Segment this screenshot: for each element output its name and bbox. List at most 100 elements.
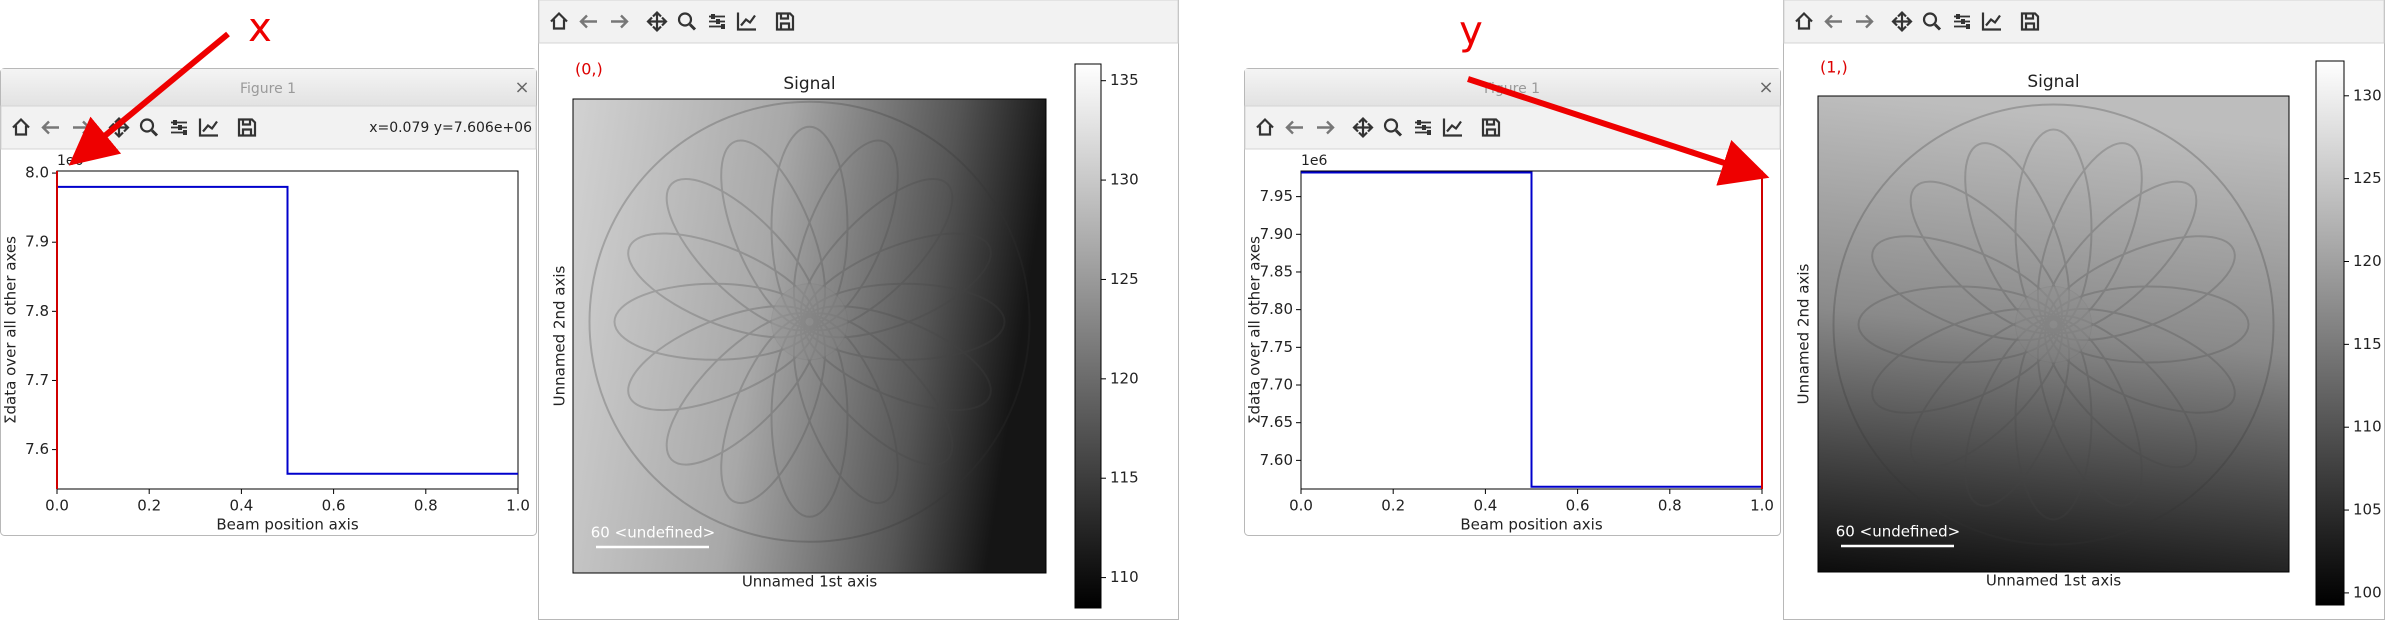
index-label: (0,) — [575, 60, 603, 79]
close-button[interactable]: × — [1758, 77, 1773, 98]
index-label: (1,) — [1820, 58, 1848, 77]
annotation-arrow — [1467, 76, 1770, 186]
scale-bar-label: 60 <undefined> — [1836, 523, 1960, 541]
window-title: Figure 1 — [1484, 81, 1540, 97]
petal — [770, 125, 849, 328]
toolbar-button[interactable] — [1285, 120, 1303, 135]
toolbar-button[interactable] — [579, 14, 597, 29]
x-tick-label: 0.6 — [322, 497, 346, 515]
colorbar-tick-label: 130 — [2353, 86, 2382, 104]
y-tick-label: 7.75 — [1260, 338, 1293, 356]
toolbar-button[interactable] — [611, 14, 629, 29]
petal — [2014, 128, 2093, 331]
icon — [1317, 120, 1335, 135]
icon — [12, 117, 30, 136]
toolbar-button[interactable] — [1891, 10, 1913, 33]
toolbar-button[interactable] — [41, 120, 59, 135]
icon — [1442, 118, 1462, 137]
scale-bar-label: 60 <undefined> — [591, 524, 715, 542]
toolbar-button[interactable] — [1795, 11, 1813, 30]
colorbar — [2315, 60, 2345, 606]
toolbar-button[interactable] — [1317, 120, 1335, 135]
signal-image — [573, 99, 1046, 573]
petal — [1871, 235, 2061, 342]
icon — [1422, 125, 1426, 130]
toolbar-button[interactable] — [550, 11, 568, 30]
toolbar-button[interactable] — [1824, 14, 1842, 29]
y-tick-label: 7.60 — [1260, 451, 1293, 469]
icon — [1956, 14, 1960, 19]
colorbar-tick-label: 115 — [1110, 469, 1139, 487]
toolbar-button[interactable] — [1481, 118, 1501, 137]
axes: 1e6 0.0 0.2 0.4 0.6 0.8 1.0 7.60 7.65 7.70 7.75 7.8… — [1246, 153, 1774, 534]
toolbar-button[interactable] — [1922, 12, 1942, 31]
colorbar-tick-label: 110 — [1110, 568, 1139, 586]
title-bar — [1, 69, 536, 106]
toolbar-button[interactable] — [1954, 14, 1970, 29]
icon — [611, 14, 629, 29]
colorbar — [1074, 63, 1102, 609]
petal — [627, 232, 817, 339]
toolbar-button[interactable] — [171, 120, 187, 135]
x-tick-label: 1.0 — [506, 497, 530, 515]
toolbar-button[interactable] — [12, 117, 30, 136]
offset-text: 1e6 — [1301, 153, 1328, 169]
toolbar — [1783, 0, 2385, 44]
toolbar-button[interactable] — [139, 118, 159, 137]
icon — [1383, 118, 1399, 133]
colorbar-tick-label: 105 — [2353, 501, 2382, 519]
icon — [1417, 120, 1421, 125]
icon — [646, 10, 668, 33]
toolbar-button[interactable] — [775, 12, 795, 31]
petal — [2036, 142, 2143, 332]
image-texture — [588, 100, 1031, 543]
toolbar-button[interactable] — [1442, 118, 1462, 137]
toolbar-button[interactable] — [736, 12, 756, 31]
y-axis-label: Σdata over all other axes — [1246, 236, 1264, 424]
center-disc — [771, 283, 848, 361]
colorbar-tick-label: 135 — [1110, 71, 1139, 89]
icon — [716, 19, 720, 24]
y-tick-label: 7.95 — [1260, 187, 1293, 205]
toolbar-button[interactable] — [1256, 117, 1274, 136]
toolbar-button[interactable] — [646, 10, 668, 33]
x-tick-label: 0.8 — [414, 497, 438, 515]
icon — [677, 12, 693, 27]
colorbar-tick-label: 125 — [1110, 270, 1139, 288]
toolbar-button[interactable] — [1981, 12, 2001, 31]
colorbar-tick-label: 130 — [1110, 171, 1139, 189]
colorbar-tick-label: 110 — [2353, 418, 2382, 436]
colorbar-tick-label: 100 — [2353, 583, 2382, 601]
toolbar-button[interactable] — [1352, 116, 1374, 139]
y-axis-label: Unnamed 2nd axis — [1795, 263, 1813, 404]
toolbar-button[interactable] — [1415, 120, 1431, 135]
icon — [1824, 14, 1842, 29]
icon — [1427, 130, 1431, 135]
x-tick-label: 0.8 — [1658, 497, 1682, 515]
icon — [550, 11, 568, 30]
icon — [183, 130, 187, 135]
colorbar-tick-label: 120 — [1110, 369, 1139, 387]
close-button[interactable]: × — [514, 77, 529, 98]
toolbar — [538, 0, 1179, 44]
y-tick-label: 7.70 — [1260, 376, 1293, 394]
image-frame — [572, 98, 1047, 574]
image-texture — [1832, 103, 2275, 546]
toolbar-button[interactable] — [677, 12, 697, 31]
toolbar-button[interactable] — [198, 118, 218, 137]
toolbar-button[interactable] — [2020, 12, 2040, 31]
toolbar-button[interactable] — [237, 118, 257, 137]
toolbar-button[interactable] — [709, 14, 725, 29]
y-axis-label: Σdata over all other axes — [2, 236, 20, 424]
data-line — [1301, 171, 1762, 488]
x-tick-label: 0.2 — [1381, 497, 1405, 515]
petal — [792, 139, 899, 329]
icon — [198, 118, 218, 137]
toolbar-button[interactable] — [1856, 14, 1874, 29]
petal — [2014, 318, 2093, 521]
icon — [1856, 14, 1874, 29]
image-frame — [1817, 95, 2290, 573]
toolbar-button[interactable] — [1383, 118, 1403, 137]
